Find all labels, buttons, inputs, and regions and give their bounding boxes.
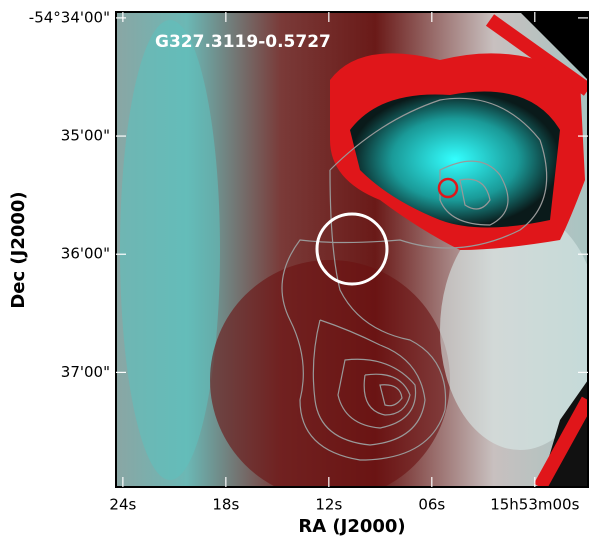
x-tick-label: 06s	[418, 496, 445, 514]
x-tick-label: 18s	[212, 496, 239, 514]
y-tick-label: -54°34'00"	[29, 8, 110, 26]
y-axis-label: Dec (J2000)	[8, 191, 29, 308]
x-tick-label: 24s	[109, 496, 136, 514]
plot-frame	[115, 11, 589, 488]
x-axis-label: RA (J2000)	[298, 516, 405, 537]
source-label: G327.3119-0.5727	[155, 32, 331, 52]
y-tick-label: 37'00"	[61, 363, 110, 381]
x-tick-label: 15h53m00s	[490, 496, 579, 514]
sky-image	[116, 12, 588, 487]
y-tick-label: 35'00"	[61, 127, 110, 145]
y-tick-label: 36'00"	[61, 245, 110, 263]
x-tick-label: 12s	[315, 496, 342, 514]
